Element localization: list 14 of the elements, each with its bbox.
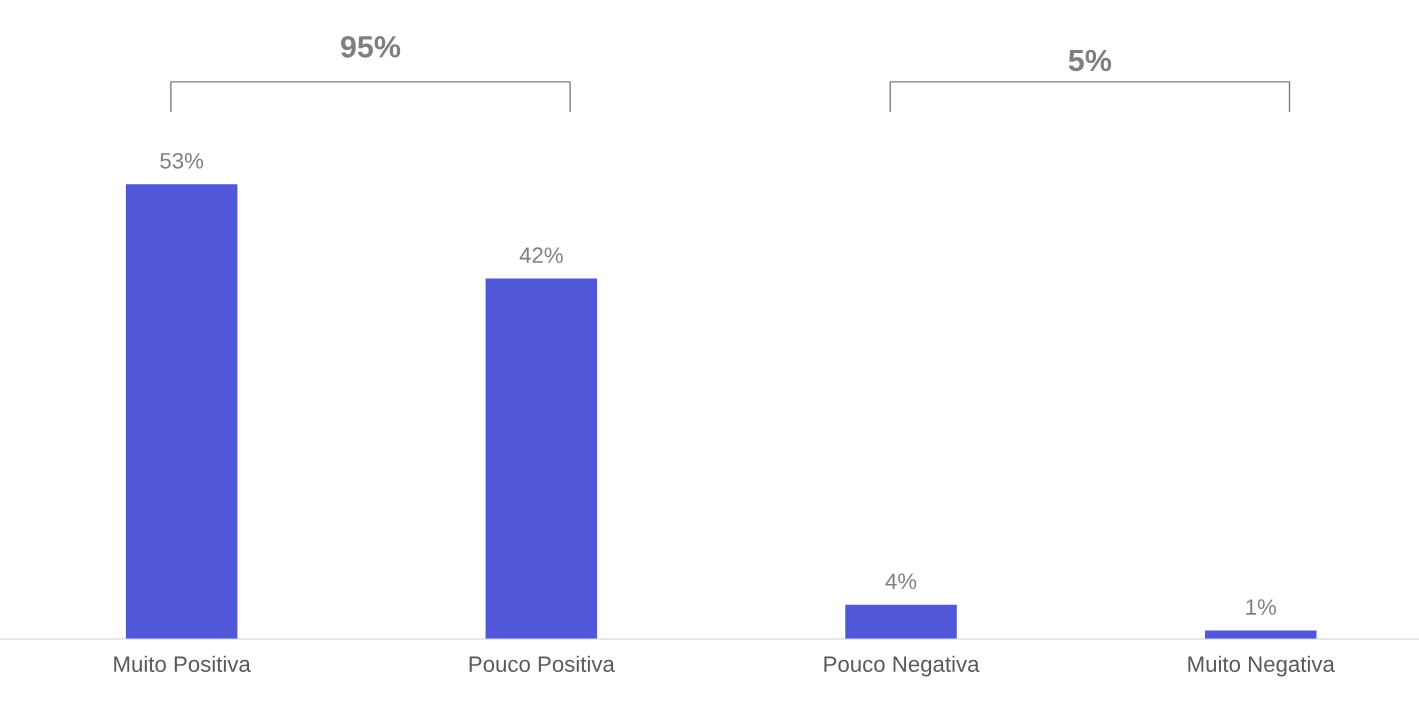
- bar: [485, 278, 598, 639]
- x-tick-label: Pouco Negativa: [824, 655, 980, 677]
- bar: [125, 184, 238, 639]
- bar: [845, 604, 957, 639]
- x-tick-label: Muito Negativa: [1188, 655, 1335, 677]
- x-tick-label: Pouco Positiva: [469, 655, 615, 672]
- bar: [1204, 630, 1317, 639]
- text: 5%: [1068, 49, 1112, 72]
- data-label: 1%: [1246, 599, 1276, 615]
- text: 95%: [340, 36, 401, 58]
- data-label: 42%: [519, 247, 563, 263]
- x-tick-label: Muito Positiva: [114, 655, 251, 672]
- data-label: 4%: [885, 573, 917, 590]
- data-label: 53%: [160, 152, 204, 169]
